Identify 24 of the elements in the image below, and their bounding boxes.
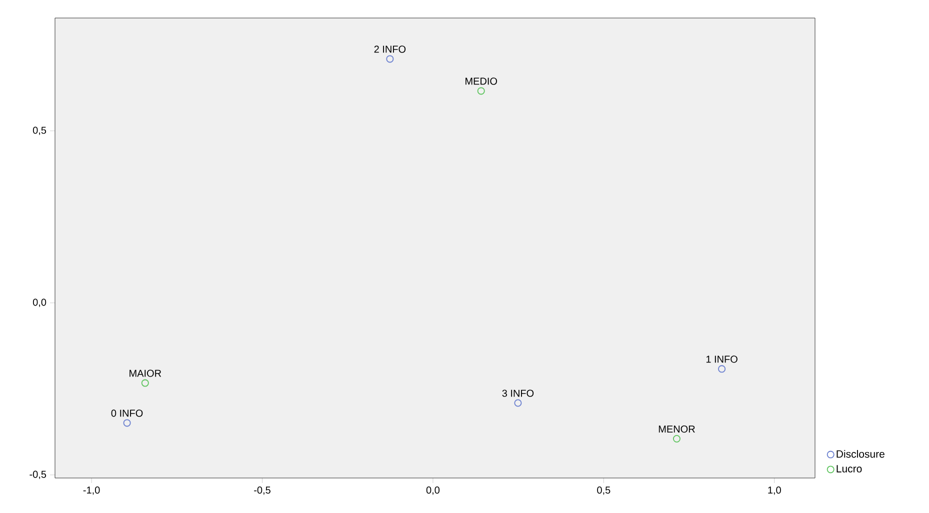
x-tick-label: -1,0	[83, 486, 100, 495]
annotation: 2 INFO	[374, 46, 406, 53]
y-tick-label: -0,5	[30, 470, 46, 480]
annotation: 0 INFO	[111, 410, 143, 417]
point	[672, 435, 680, 443]
y-tick-label: 0,5	[32, 126, 46, 135]
x-tick-label: 0,0	[426, 486, 440, 495]
legend-label: Disclosure	[836, 450, 884, 458]
point	[141, 379, 149, 387]
point	[123, 419, 131, 427]
legend-label: Lucro	[836, 465, 862, 472]
annotation: 3 INFO	[502, 390, 534, 397]
annotation: 1 INFO	[706, 356, 738, 363]
x-tick-label: 1,0	[768, 486, 781, 495]
point	[477, 87, 485, 95]
annotation: MEDIO	[466, 78, 498, 85]
x-tick-label: 0,5	[597, 486, 610, 495]
annotation: MENOR	[658, 425, 695, 433]
point	[386, 55, 394, 63]
point	[718, 365, 726, 373]
x-tick-label: -0,5	[254, 486, 270, 495]
annotation: MAIOR	[130, 370, 162, 377]
y-tick-label: 0,0	[32, 298, 46, 308]
point	[514, 399, 522, 407]
